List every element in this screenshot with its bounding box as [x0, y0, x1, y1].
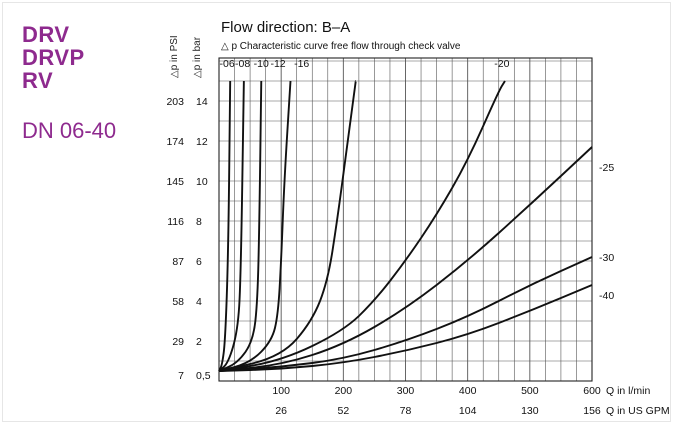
x-tick-label: 600: [583, 385, 601, 397]
y-tick-label-bar: 4: [196, 296, 202, 308]
series-line-dn25: [218, 146, 593, 372]
y-tick-label-psi: 145: [166, 176, 184, 188]
x-tick-label: 500: [521, 385, 539, 397]
series-label-dn06: -06: [219, 58, 234, 70]
x-tick-label: 300: [397, 385, 415, 397]
y-tick-label-bar: 6: [196, 256, 202, 268]
y-tick-label-psi: 58: [172, 296, 184, 308]
series-line-dn08: [218, 80, 245, 372]
x-tick-label: 400: [459, 385, 477, 397]
series-line-dn16: [218, 80, 357, 372]
x-tick-label-gpm: 52: [337, 405, 349, 417]
product-name-drvp: DRVP: [22, 45, 85, 70]
series-label-dn08: -08: [235, 58, 250, 70]
x-axis-label: Q in l/min: [606, 385, 651, 397]
y-tick-label-psi: 174: [166, 136, 184, 148]
y-tick-label-bar: 0,5: [196, 370, 211, 382]
y-tick-label-psi: 29: [172, 336, 184, 348]
y-tick-label-bar: 8: [196, 216, 202, 228]
series-line-dn10: [218, 80, 263, 372]
size-range: DN 06-40: [22, 118, 117, 143]
y-tick-label-psi: 203: [166, 96, 184, 108]
x-tick-label-gpm: 78: [400, 405, 412, 417]
y-tick-label-bar: 10: [196, 176, 208, 188]
series-label-dn25: -25: [599, 162, 614, 174]
y-tick-label-bar: 14: [196, 96, 208, 108]
page-border: [2, 2, 671, 422]
series-line-dn20: [218, 80, 506, 372]
series-label-dn30: -30: [599, 252, 614, 264]
series-label-dn10: -10: [254, 58, 269, 70]
y-tick-label-psi: 116: [167, 216, 184, 228]
chart-subtitle: △ p Characteristic curve free flow throu…: [221, 41, 461, 52]
product-name-drv: DRV: [22, 22, 70, 47]
series-label-dn40: -40: [599, 290, 614, 302]
x-tick-label: 100: [272, 385, 290, 397]
y-tick-label-bar: 12: [196, 136, 208, 148]
series-label-dn12: -12: [270, 58, 285, 70]
x-tick-label: 200: [335, 385, 353, 397]
series-line-dn40: [218, 284, 593, 372]
y-tick-label-psi: 87: [172, 256, 184, 268]
x-tick-label-gpm: 104: [459, 405, 477, 417]
x-tick-label-gpm: 156: [583, 405, 601, 417]
series-label-dn16: -16: [294, 58, 309, 70]
plot-frame: [218, 57, 593, 382]
product-name-rv: RV: [22, 68, 54, 93]
series-line-dn06: [218, 80, 232, 372]
series-label-dn20: -20: [494, 58, 509, 70]
x-axis-label-gpm: Q in US GPM: [606, 405, 670, 417]
y-tick-label-psi: 7: [178, 370, 184, 382]
x-tick-label-gpm: 26: [275, 405, 287, 417]
chart-title: Flow direction: B–A: [221, 19, 351, 36]
x-tick-label-gpm: 130: [521, 405, 539, 417]
series-line-dn30: [218, 256, 593, 372]
y-tick-label-bar: 2: [196, 336, 202, 348]
